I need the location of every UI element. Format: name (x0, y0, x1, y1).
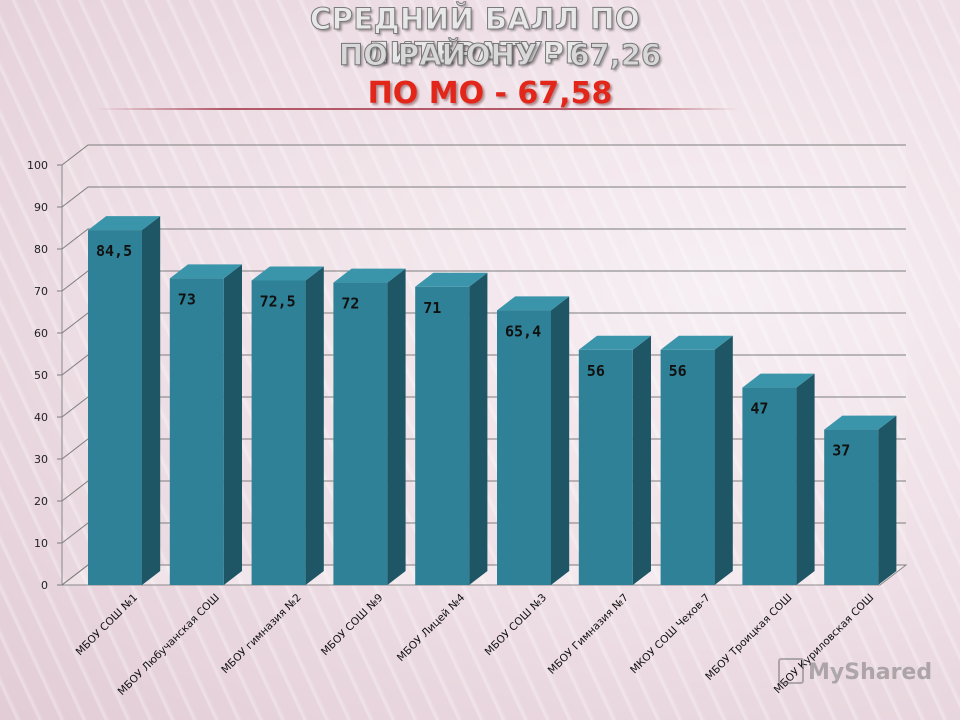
bar (824, 415, 897, 585)
y-tick-label: 10 (34, 537, 48, 550)
title-divider (95, 108, 740, 110)
bar (660, 335, 733, 585)
bar-side (796, 373, 815, 585)
data-label: 73 (178, 290, 196, 308)
gridline (61, 144, 906, 166)
data-label: 47 (750, 400, 768, 418)
gridline (61, 228, 906, 250)
x-tick-label: МБОУ Лицей №4 (395, 591, 468, 664)
y-tick-label: 60 (34, 327, 48, 340)
data-label: 65,4 (505, 322, 541, 340)
bar-front (251, 280, 306, 585)
bar-top (169, 264, 242, 279)
bar-side (142, 216, 161, 585)
bar-front (169, 278, 224, 585)
x-tick-label: МБОУ СОШ №9 (319, 592, 385, 658)
bar-top (333, 268, 406, 283)
bar-front (742, 387, 797, 585)
bar (742, 373, 815, 585)
data-label: 56 (587, 362, 605, 380)
title-line-1: СРЕДНИЙ БАЛЛ ПО ЛИТЕРАТУРЕ (309, 2, 641, 71)
bar-side (714, 335, 733, 585)
bar-top (251, 266, 324, 281)
y-tick-label: 90 (34, 201, 48, 214)
bar-top (415, 272, 488, 287)
x-tick-label: МКОУ СОШ Чехов-7 (628, 592, 713, 677)
bar-side (632, 335, 651, 585)
watermark-logo-icon (778, 658, 804, 684)
bar-front (415, 286, 470, 585)
y-tick-label: 30 (34, 453, 48, 466)
bar-top (578, 335, 651, 350)
x-tick-label: МБОУ Гимназия №7 (546, 592, 631, 677)
title-line-2: ПО РАЙОНУ - 67,26 (338, 38, 662, 73)
data-label: 72 (341, 295, 359, 313)
x-tick-label: МБОУ СОШ №3 (483, 592, 549, 658)
y-tick-label: 20 (34, 495, 48, 508)
bar-side (469, 272, 488, 585)
gridline (61, 186, 906, 208)
bar (415, 272, 488, 585)
data-label: 37 (832, 442, 850, 460)
bar-front (824, 429, 879, 585)
watermark-text: MyShared (808, 660, 933, 685)
bar-top (824, 415, 897, 430)
y-tick-label: 50 (34, 369, 48, 382)
data-label: 56 (669, 362, 687, 380)
y-tick-label: 70 (34, 285, 48, 298)
bar-side (387, 268, 406, 585)
bar (578, 335, 651, 585)
bar-side (223, 264, 242, 585)
bar-front (88, 230, 142, 585)
watermark: MyShared (778, 658, 933, 686)
bar (88, 216, 161, 585)
bar (169, 264, 242, 585)
data-label: 72,5 (260, 293, 296, 311)
bar (333, 268, 406, 585)
bar-side (878, 415, 897, 585)
y-tick-label: 0 (41, 579, 48, 592)
bar (497, 296, 570, 585)
bar-front (578, 349, 633, 585)
bar-front (333, 282, 388, 585)
bar-top (660, 335, 733, 350)
bar-top (742, 373, 815, 388)
x-tick-label: МБОУ СОШ №1 (74, 592, 140, 658)
bar-side (305, 266, 324, 585)
bar-front (660, 349, 715, 585)
y-tick-label: 40 (34, 411, 48, 424)
y-tick-label: 100 (27, 159, 48, 172)
bar-top (88, 216, 161, 231)
title-line-3: ПО МО - 67,58 (367, 76, 613, 111)
data-label: 71 (423, 299, 441, 317)
bar-top (497, 296, 570, 311)
bar (251, 266, 324, 585)
data-label: 84,5 (96, 242, 132, 260)
bar-front (497, 310, 551, 585)
y-tick-label: 80 (34, 243, 48, 256)
x-tick-label: МБОУ гимназия №2 (219, 592, 303, 676)
bar-side (551, 296, 570, 585)
